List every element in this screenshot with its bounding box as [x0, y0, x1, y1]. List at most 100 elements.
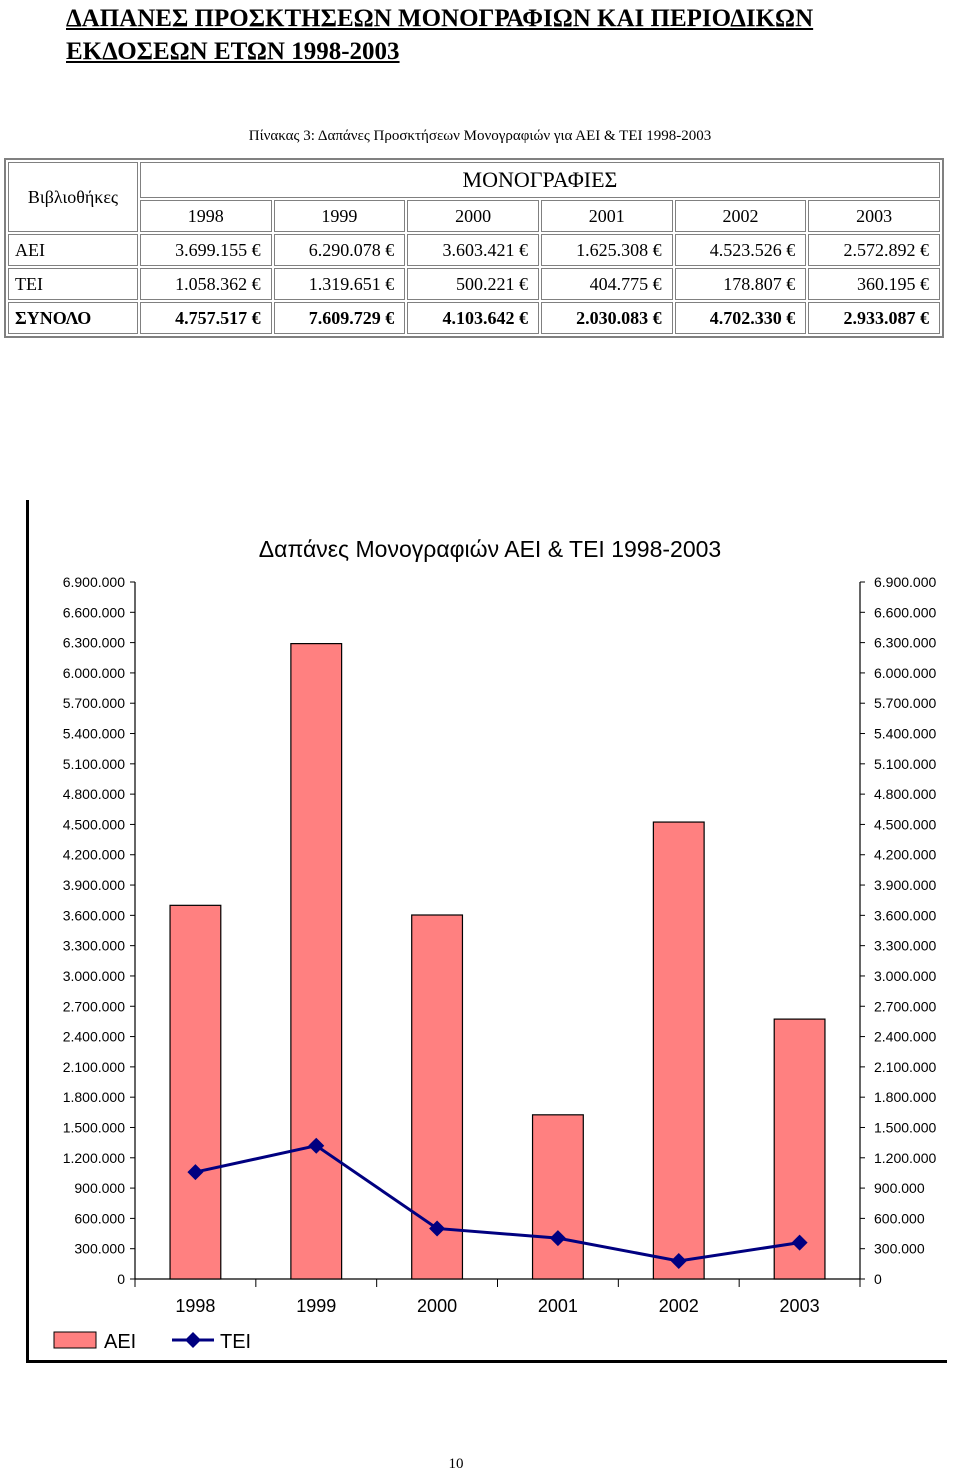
year-header: 2002 — [674, 200, 807, 232]
table-cell: 3.603.421 € — [407, 234, 539, 266]
x-tick-label: 1998 — [175, 1296, 215, 1316]
y-tick-label: 900.000 — [74, 1180, 125, 1196]
page-heading: ΔΑΠΑΝΕΣ ΠΡΟΣΚΤΗΣΕΩΝ ΜΟΝΟΓΡΑΦΙΩΝ ΚΑΙ ΠΕΡΙ… — [66, 2, 926, 68]
y-tick-label: 2.400.000 — [63, 1029, 125, 1045]
table-cell: 2.933.087 € — [808, 302, 940, 334]
y-tick-label-right: 4.800.000 — [874, 786, 936, 802]
heading-line-1: ΔΑΠΑΝΕΣ ΠΡΟΣΚΤΗΣΕΩΝ ΜΟΝΟΓΡΑΦΙΩΝ ΚΑΙ ΠΕΡΙ… — [66, 5, 814, 32]
y-tick-label: 300.000 — [74, 1241, 125, 1257]
y-tick-label-right: 5.100.000 — [874, 756, 936, 772]
heading-line-2: ΕΚΔΟΣΕΩΝ ΕΤΩΝ 1998-2003 — [66, 38, 400, 65]
legend-label-aei: ΑΕΙ — [104, 1331, 136, 1353]
y-tick-label: 6.300.000 — [63, 635, 125, 651]
y-tick-label: 0 — [117, 1271, 125, 1287]
year-header: 1998 — [139, 200, 272, 232]
line-tei — [195, 1144, 800, 1263]
year-header: 2000 — [407, 200, 539, 232]
marker-tei — [549, 1230, 566, 1247]
row-label: ΤΕΙ — [8, 268, 138, 300]
year-header-row: 1998 1999 2000 2001 2002 2003 — [8, 200, 940, 232]
y-tick-label-right: 6.300.000 — [874, 635, 936, 651]
bar-aei — [531, 1114, 584, 1280]
y-tick-label: 4.500.000 — [63, 816, 125, 832]
table-cell: 6.290.078 € — [273, 234, 406, 266]
y-tick-label: 3.600.000 — [63, 907, 125, 923]
y-tick-label-right: 3.900.000 — [874, 877, 936, 893]
table-cell: 4.523.526 € — [674, 234, 807, 266]
table-cell: 4.757.517 € — [139, 302, 272, 334]
table-cell: 1.058.362 € — [139, 268, 272, 300]
table-cell: 4.103.642 € — [407, 302, 539, 334]
y-tick-label: 6.000.000 — [63, 665, 125, 681]
y-tick-label-right: 6.600.000 — [874, 604, 936, 620]
chart-legend: ΑΕΙ ΤΕΙ — [53, 1331, 251, 1353]
expenses-table: Βιβλιοθήκες ΜΟΝΟΓΡΑΦΙΕΣ 1998 1999 2000 2… — [4, 158, 944, 338]
chart-frame — [26, 500, 947, 1363]
y-tick-label-right: 300.000 — [874, 1241, 925, 1257]
y-tick-label-right: 600.000 — [874, 1210, 925, 1226]
marker-tei — [670, 1252, 687, 1269]
x-tick-label: 2001 — [538, 1296, 578, 1316]
y-tick-label-right: 900.000 — [874, 1180, 925, 1196]
y-tick-label: 6.600.000 — [63, 604, 125, 620]
x-tick-label: 2000 — [417, 1296, 457, 1316]
table-cell: 2.030.083 € — [540, 302, 673, 334]
table-row-total: ΣΥΝΟΛΟ 4.757.517 € 7.609.729 € 4.103.642… — [8, 302, 940, 334]
y-tick-label-right: 2.400.000 — [874, 1029, 936, 1045]
y-tick-label-right: 3.600.000 — [874, 907, 936, 923]
y-tick-label: 600.000 — [74, 1210, 125, 1226]
y-tick-label: 4.200.000 — [63, 847, 125, 863]
y-tick-label-right: 2.100.000 — [874, 1059, 936, 1075]
y-tick-label-right: 6.000.000 — [874, 665, 936, 681]
y-tick-label: 1.800.000 — [63, 1089, 125, 1105]
table-cell: 360.195 € — [808, 268, 940, 300]
year-header: 2003 — [808, 200, 940, 232]
y-tick-label-right: 2.700.000 — [874, 998, 936, 1014]
marker-tei — [791, 1234, 808, 1251]
legend-label-tei: ΤΕΙ — [220, 1331, 251, 1353]
y-tick-label: 5.400.000 — [63, 726, 125, 742]
year-header: 1999 — [273, 200, 406, 232]
table-cell: 1.625.308 € — [540, 234, 673, 266]
y-tick-label-right: 4.500.000 — [874, 816, 936, 832]
y-tick-label: 5.700.000 — [63, 695, 125, 711]
group-header: ΜΟΝΟΓΡΑΦΙΕΣ — [139, 162, 940, 198]
y-tick-label-right: 1.800.000 — [874, 1089, 936, 1105]
y-tick-label: 2.100.000 — [63, 1059, 125, 1075]
y-tick-label-right: 1.500.000 — [874, 1119, 936, 1135]
y-tick-label: 6.900.000 — [63, 574, 125, 590]
y-tick-label: 5.100.000 — [63, 756, 125, 772]
y-tick-label-right: 0 — [874, 1271, 882, 1287]
y-tick-label-right: 6.900.000 — [874, 574, 936, 590]
y-tick-label: 3.000.000 — [63, 968, 125, 984]
y-tick-label: 2.700.000 — [63, 998, 125, 1014]
x-tick-label: 1999 — [296, 1296, 336, 1316]
table-cell: 3.699.155 € — [139, 234, 272, 266]
marker-tei — [429, 1220, 446, 1237]
y-tick-label: 1.500.000 — [63, 1119, 125, 1135]
table-cell: 404.775 € — [540, 268, 673, 300]
legend-swatch-aei — [53, 1331, 97, 1349]
table-caption-text: Πίνακας 3: Δαπάνες Προσκτήσεων Μονογραφι… — [248, 128, 712, 144]
row-label: ΣΥΝΟΛΟ — [8, 302, 138, 334]
table-cell: 500.221 € — [407, 268, 539, 300]
y-tick-label-right: 4.200.000 — [874, 847, 936, 863]
legend-marker-tei — [185, 1332, 201, 1348]
marker-tei — [187, 1164, 204, 1181]
x-tick-label: 2003 — [780, 1296, 820, 1316]
table-row: ΤΕΙ 1.058.362 € 1.319.651 € 500.221 € 40… — [8, 268, 940, 300]
bar-aei — [290, 643, 343, 1280]
y-tick-label-right: 5.700.000 — [874, 695, 936, 711]
year-header: 2001 — [540, 200, 673, 232]
y-tick-label-right: 3.300.000 — [874, 938, 936, 954]
page-number: 10 — [448, 1456, 464, 1472]
chart-title: Δαπάνες Μονογραφιών ΑΕΙ & ΤΕΙ 1998-2003 — [259, 536, 721, 562]
table-cell: 7.609.729 € — [273, 302, 406, 334]
bar-aei — [169, 904, 222, 1280]
table-cell: 4.702.330 € — [674, 302, 807, 334]
y-tick-label-right: 3.000.000 — [874, 968, 936, 984]
y-tick-label-right: 5.400.000 — [874, 726, 936, 742]
table-cell: 178.807 € — [674, 268, 807, 300]
y-tick-label: 4.800.000 — [63, 786, 125, 802]
